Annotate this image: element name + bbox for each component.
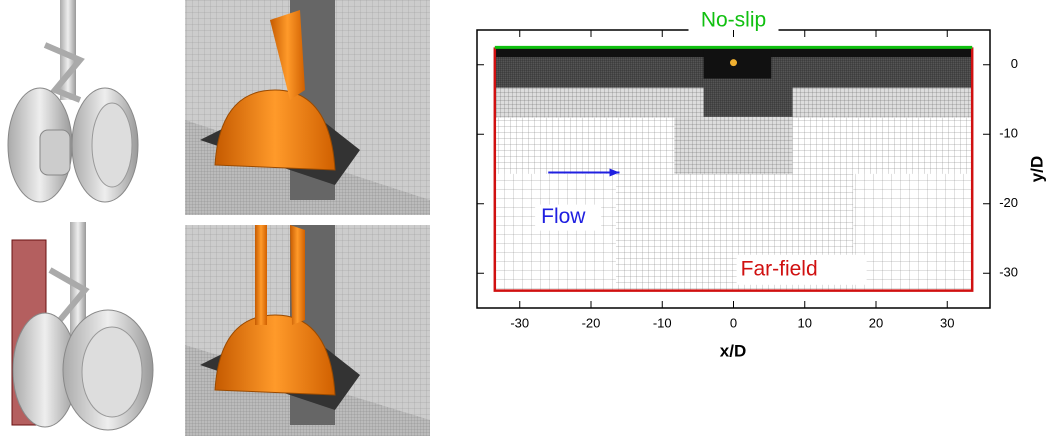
annotation: Far-field [741,257,818,280]
y-tick-label: -10 [999,126,1018,141]
x-tick-label: -10 [653,315,672,330]
mesh-view-bottom [185,225,430,436]
x-tick-label: 30 [940,315,954,330]
y-tick-label: -20 [999,195,1018,210]
x-tick-label: -30 [510,315,529,330]
x-tick-label: 20 [869,315,883,330]
mesh-view-top [185,0,430,215]
label-bg [688,8,779,34]
mesh-level-2 [674,117,793,174]
gear-bottom [11,222,154,431]
mesh-level-4 [703,48,772,79]
x-axis-label: x/D [720,341,746,360]
flow-arrow-head [609,168,620,177]
label-bg [736,254,867,285]
gear-top [7,0,139,203]
label-bg [535,204,602,231]
x-tick-label: -20 [582,315,601,330]
gear-location [730,59,737,67]
annotation: No-slip [701,9,766,32]
y-axis-label: y/D [1027,156,1046,182]
x-tick-label: 0 [730,315,737,330]
y-tick-label: -30 [999,265,1018,280]
mesh-plot [493,45,974,292]
x-tick-label: 10 [798,315,812,330]
far-field-boundary [493,47,974,292]
y-tick-label: 0 [1011,56,1018,71]
annotation: Flow [541,205,586,228]
